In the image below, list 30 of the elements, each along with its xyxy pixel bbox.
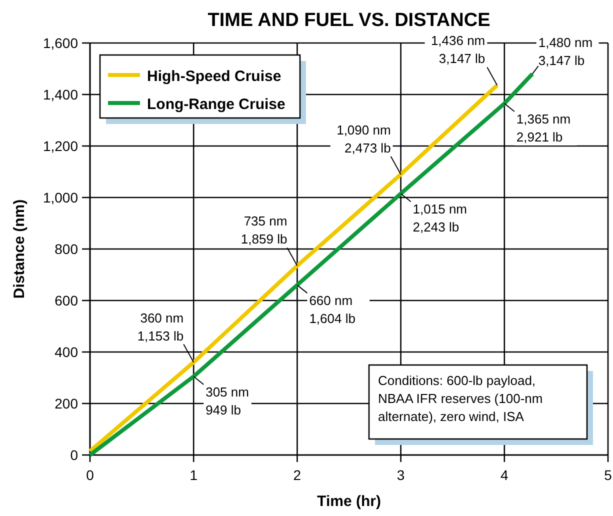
x-tick-label: 1 <box>190 467 198 483</box>
y-tick-label: 400 <box>54 344 78 360</box>
x-tick-label: 0 <box>86 467 94 483</box>
y-axis-title: Distance (nm) <box>11 199 28 299</box>
annotation: 1,436 nm 3,147 lb <box>430 33 486 66</box>
annotation: 360 nm 1,153 lb <box>137 310 184 344</box>
legend-label: Long-Range Cruise <box>147 96 286 113</box>
chart-title: TIME AND FUEL VS. DISTANCE <box>208 10 490 31</box>
y-tick-label: 0 <box>70 447 78 463</box>
y-tick-label: 1,200 <box>42 138 78 154</box>
x-tick-label: 4 <box>500 467 508 483</box>
x-tick-label: 2 <box>293 467 302 483</box>
annotation: 1,480 nm 3,147 lb <box>538 34 593 68</box>
x-tick-label: 3 <box>396 467 405 483</box>
annotation: 1,015 nm 2,243 lb <box>412 202 468 235</box>
annotation: 1,365 nm 2,921 lb <box>516 112 571 145</box>
y-tick-label: 1,400 <box>42 86 78 102</box>
annotation: Conditions: 600-lb payload, NBAA IFR reserves (100-nm alternate), zero wind, ISA <box>378 373 543 424</box>
y-tick-label: 800 <box>54 241 78 257</box>
annotation: 735 nm 1,859 lb <box>240 214 288 247</box>
y-tick-label: 600 <box>54 292 78 308</box>
x-tick-label: 5 <box>604 467 612 483</box>
legend-label: High-Speed Cruise <box>147 68 282 85</box>
y-tick-label: 1,600 <box>42 35 78 51</box>
annotation: 305 nm 949 lb <box>206 384 249 418</box>
x-axis-title: Time (hr) <box>317 493 381 510</box>
y-tick-label: 1,000 <box>42 190 78 206</box>
y-tick-label: 200 <box>54 396 78 412</box>
annotation: 1,090 nm 2,473 lb <box>336 122 391 156</box>
annotation: 660 nm 1,604 lb <box>309 293 356 326</box>
